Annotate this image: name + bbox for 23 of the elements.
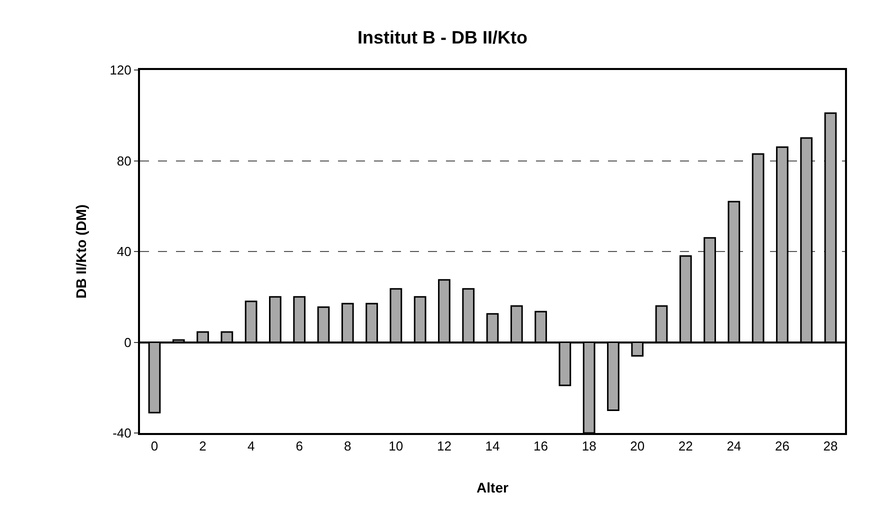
x-tick-label: 2 (199, 438, 206, 454)
x-tick-label: 24 (726, 438, 742, 454)
x-tick-label: 8 (344, 438, 352, 454)
y-tick-label: -40 (112, 426, 132, 441)
x-tick-label: 6 (296, 438, 303, 454)
x-tick-label: 14 (485, 438, 500, 454)
chart-title: Institut B - DB II/Kto (358, 27, 528, 48)
x-tick-label: 22 (678, 438, 693, 454)
x-tick-label: 12 (436, 438, 452, 454)
x-tick-label: 0 (150, 438, 158, 454)
x-tick-label: 16 (534, 438, 548, 454)
y-axis-title: DB II/Kto (DM) (72, 204, 89, 299)
x-tick-label: 18 (582, 438, 596, 454)
x-tick-label: 4 (247, 438, 255, 454)
x-tick-label: 26 (774, 438, 790, 454)
x-axis-title: Alter (476, 479, 509, 496)
y-tick-label: 0 (124, 334, 132, 350)
x-tick-label: 10 (388, 438, 404, 454)
y-tick-label: 80 (116, 153, 132, 168)
x-tick-label: 28 (823, 438, 838, 454)
y-tick-label: 40 (116, 244, 132, 260)
x-tick-label: 20 (630, 438, 645, 454)
y-tick-label: 120 (110, 62, 132, 78)
